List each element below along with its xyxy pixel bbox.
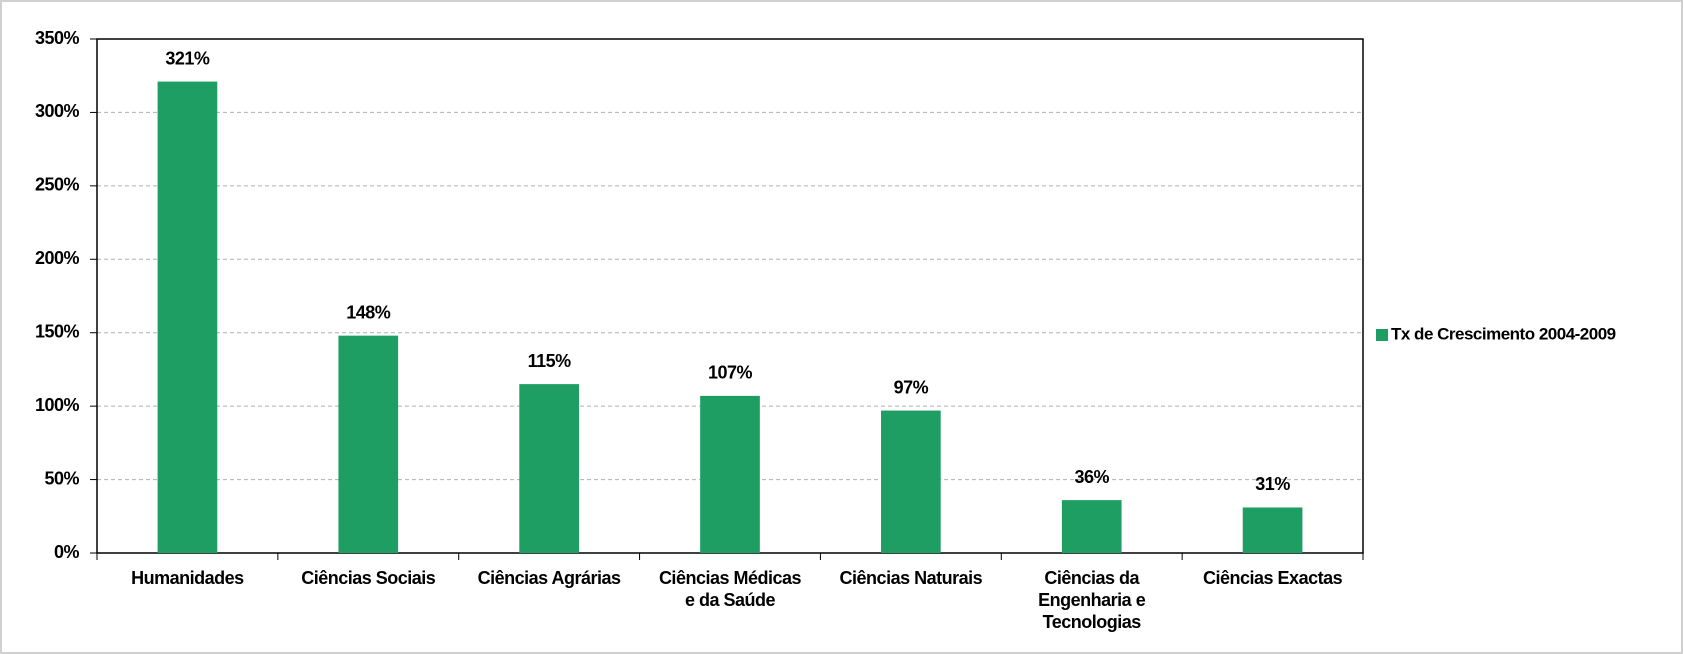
x-tick-label: Ciências Médicas e da Saúde <box>658 568 802 610</box>
x-tick-label: Humanidades <box>131 568 244 588</box>
x-tick-label: Ciências Naturais <box>839 568 983 588</box>
legend-swatch <box>1376 329 1388 341</box>
bar <box>881 410 941 553</box>
y-tick-label: 250% <box>35 175 80 195</box>
bar <box>1061 500 1122 553</box>
legend-label: Tx de Crescimento 2004-2009 <box>1391 324 1616 343</box>
bar <box>700 395 760 553</box>
bar <box>519 384 579 553</box>
y-tick-label: 100% <box>35 395 80 415</box>
y-tick-label: 200% <box>35 248 80 268</box>
data-label: 31% <box>1255 474 1290 494</box>
data-label: 107% <box>708 363 753 383</box>
bar <box>338 335 399 553</box>
y-tick-label: 350% <box>35 28 80 48</box>
y-tick-label: 0% <box>54 542 80 562</box>
x-tick-label: Ciências Exactas <box>1203 568 1343 588</box>
x-tick-label: Ciências da Engenharia e Tecnologias <box>1038 568 1146 632</box>
data-label: 36% <box>1074 467 1109 487</box>
y-tick-label: 300% <box>35 101 80 121</box>
y-tick-label: 50% <box>44 468 79 488</box>
data-label: 115% <box>528 351 572 371</box>
bar <box>157 81 218 554</box>
x-tick-label: Ciências Sociais <box>301 568 436 588</box>
x-tick-label: Ciências Agrárias <box>477 568 621 588</box>
data-label: 97% <box>894 377 929 397</box>
data-label: 321% <box>165 48 210 68</box>
bar <box>1242 507 1303 553</box>
y-tick-label: 150% <box>35 321 80 341</box>
data-label: 148% <box>346 302 391 322</box>
